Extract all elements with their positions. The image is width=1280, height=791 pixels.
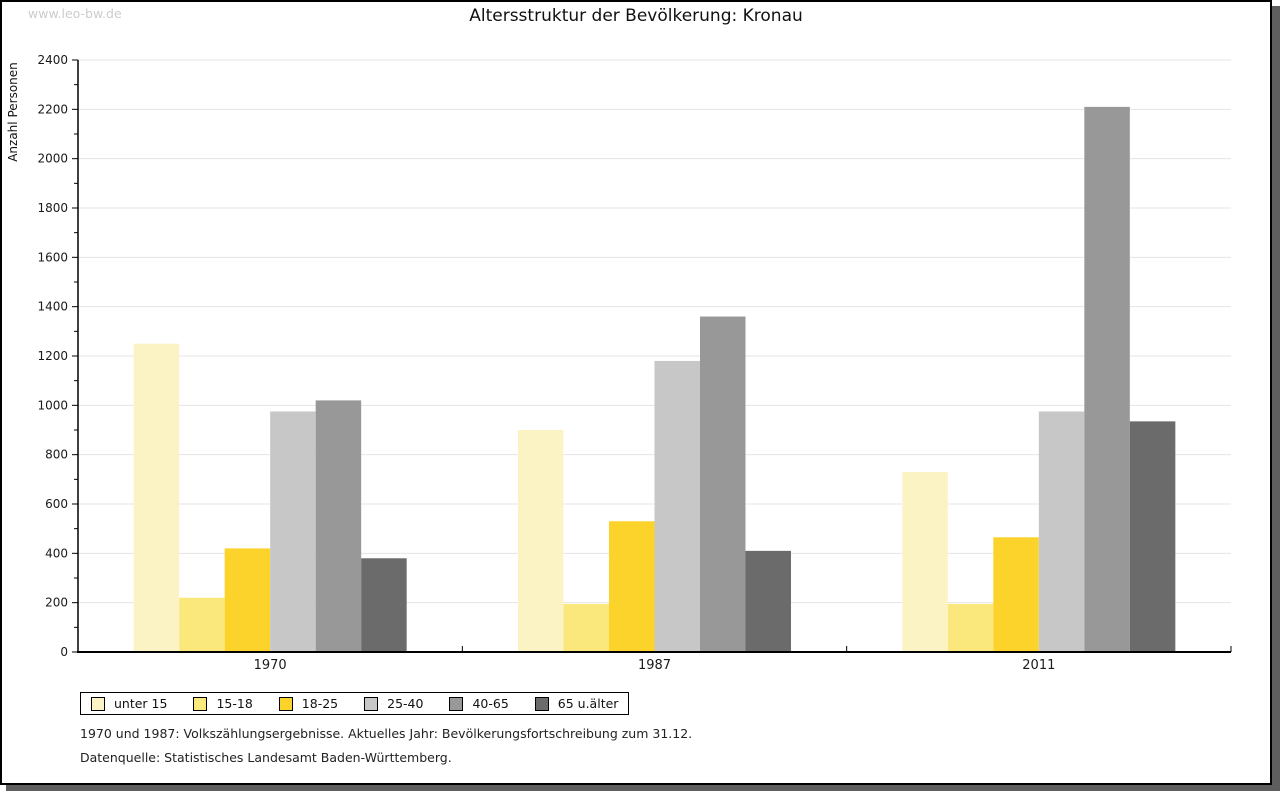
legend-label: 25-40 <box>387 696 424 711</box>
legend-item-65-u.älter: 65 u.älter <box>534 696 619 711</box>
y-tick-label: 2400 <box>37 53 68 67</box>
legend-swatch <box>534 696 549 711</box>
legend-item-40-65: 40-65 <box>449 696 509 711</box>
y-tick-label: 1800 <box>37 201 68 215</box>
bar-15-18-1987 <box>563 603 609 652</box>
legend-item-unter-15: unter 15 <box>91 696 167 711</box>
bar-40-65-1987 <box>700 316 746 652</box>
bar-65-u.älter-2011 <box>1129 421 1176 652</box>
bar-15-18-2011 <box>947 603 994 652</box>
y-tick-label: 400 <box>45 546 68 560</box>
bar-18-25-1970 <box>224 548 271 652</box>
legend-swatch <box>364 696 379 711</box>
bar-unter-15-2011 <box>902 471 948 652</box>
bar-unter-15-1970 <box>133 343 180 652</box>
bar-65-u.älter-1970 <box>361 558 407 652</box>
legend-label: 18-25 <box>301 696 339 711</box>
legend-label: 65 u.älter <box>557 696 619 711</box>
legend-item-15-18: 15-18 <box>193 696 253 711</box>
footnote-source-line2: Datenquelle: Statistisches Landesamt Bad… <box>80 750 452 765</box>
footnote-source-line1: 1970 und 1987: Volkszählungsergebnisse. … <box>80 726 693 741</box>
legend-label: 15-18 <box>216 696 253 711</box>
x-category-label: 2011 <box>1022 658 1055 673</box>
x-category-label: 1987 <box>638 658 671 673</box>
age-structure-bar-chart: 0 200 400 600 800 1000 1200 1400 1600 1800 2000 220… <box>37 53 1232 673</box>
y-tick-label: 2200 <box>37 102 68 116</box>
bar-25-40-2011 <box>1038 411 1085 652</box>
bar-40-65-2011 <box>1084 106 1130 652</box>
bar-18-25-2011 <box>993 537 1039 652</box>
legend-label: unter 15 <box>114 696 168 711</box>
y-tick-label: 0 <box>60 645 68 659</box>
legend-label: 40-65 <box>472 696 509 711</box>
legend-swatch <box>278 696 293 711</box>
bar-25-40-1987 <box>654 360 700 652</box>
bar-unter-15-1987 <box>518 430 564 652</box>
x-category-label: 1970 <box>254 658 287 673</box>
window-shadow-bottom <box>6 785 1280 791</box>
page-title: Altersstruktur der Bevölkerung: Kronau <box>469 6 803 26</box>
bar-18-25-1987 <box>609 521 655 652</box>
bar-65-u.älter-1987 <box>745 550 791 652</box>
legend-swatch <box>91 696 105 711</box>
chart-legend: unter 15 15-18 18-25 25-40 40-65 65 u.älter <box>80 692 630 715</box>
y-tick-label: 1000 <box>37 398 68 412</box>
bar-15-18-1970 <box>179 597 225 652</box>
window-shadow-right <box>1272 6 1280 791</box>
y-tick-label: 200 <box>45 596 68 610</box>
legend-item-18-25: 18-25 <box>278 696 339 711</box>
bar-25-40-1970 <box>270 411 316 652</box>
bar-40-65-1970 <box>315 400 362 652</box>
y-tick-label: 1200 <box>37 349 68 363</box>
y-tick-label: 2000 <box>37 152 68 166</box>
legend-item-25-40: 25-40 <box>364 696 423 711</box>
y-tick-label: 1400 <box>37 300 68 314</box>
legend-swatch <box>193 696 208 711</box>
legend-swatch <box>449 696 464 711</box>
y-tick-label: 1600 <box>37 250 68 264</box>
y-tick-label: 800 <box>45 448 68 462</box>
y-tick-label: 600 <box>45 497 68 511</box>
watermark: www.leo-bw.de <box>28 6 122 21</box>
